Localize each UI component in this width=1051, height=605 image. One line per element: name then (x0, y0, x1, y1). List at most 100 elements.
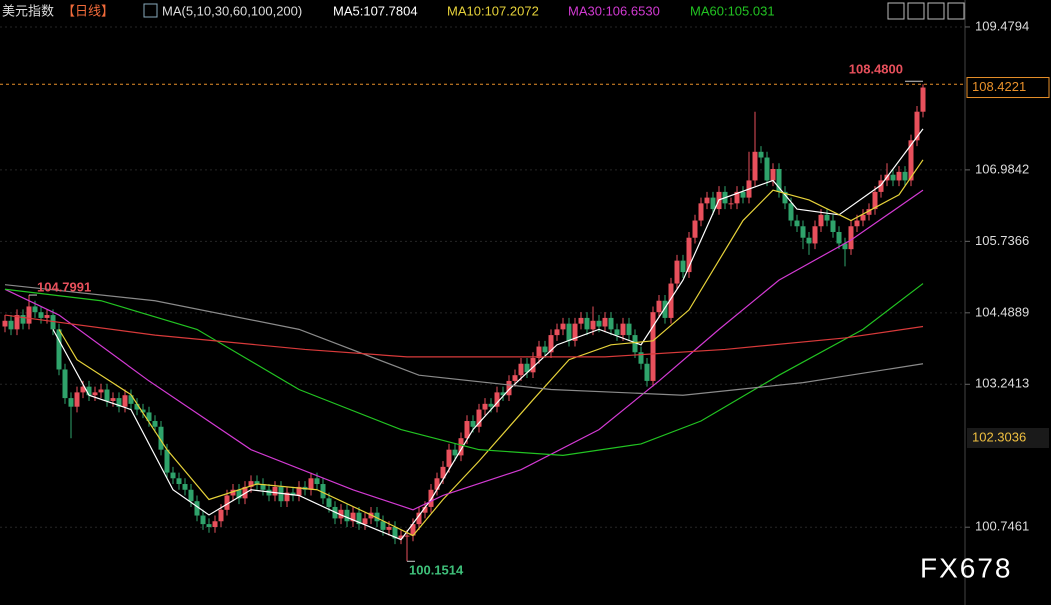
candle-body (134, 403, 140, 410)
candle-body (890, 174, 896, 181)
candle-body (668, 283, 674, 318)
candle-body (704, 197, 710, 204)
candle-body (824, 214, 830, 221)
candle-body (314, 478, 320, 485)
legend-entry: MA5:107.7804 (333, 3, 418, 18)
candle-body (494, 392, 500, 407)
candle-body (434, 478, 440, 490)
candle-body (452, 449, 458, 456)
candle-body (68, 398, 74, 407)
tool-icon[interactable] (907, 2, 925, 20)
candle-body (482, 403, 488, 410)
candle-body (158, 426, 164, 450)
candle-body (326, 498, 332, 507)
candle-body (308, 478, 314, 490)
candle-body (8, 320, 14, 330)
candle-body (806, 237, 812, 244)
last-price: 108.4221 (972, 79, 1026, 94)
low-label: 100.1514 (409, 563, 464, 578)
ma-line (4, 314, 924, 358)
candle-body (632, 335, 638, 353)
candle-body (14, 315, 20, 330)
candle-body (146, 412, 152, 422)
ma-line (52, 128, 924, 541)
candle-body (848, 226, 854, 250)
tool-icon[interactable] (887, 2, 905, 20)
candle-body (686, 237, 692, 273)
candle-body (74, 392, 80, 407)
candle-body (542, 346, 548, 353)
watermark: FX678 (920, 552, 1013, 583)
candle-body (32, 306, 38, 313)
candle-body (200, 515, 206, 525)
price-box (966, 77, 1050, 99)
candle-body (290, 492, 296, 496)
candle-body (830, 220, 836, 232)
y-tick-label: 104.4889 (975, 304, 1029, 319)
y-tick-label: 103.2413 (975, 376, 1029, 391)
candle-body (128, 395, 134, 404)
candle-body (836, 231, 842, 244)
toolbar (887, 2, 965, 20)
candle-body (644, 363, 650, 381)
candle-body (902, 171, 908, 181)
y-tick-label: 109.4794 (975, 18, 1029, 33)
candle-body (638, 352, 644, 364)
candle-body (764, 157, 770, 181)
candle-body (446, 449, 452, 467)
candle-body (566, 323, 572, 341)
candle-body (620, 323, 626, 336)
candle-body (278, 486, 284, 502)
candle-body (110, 398, 116, 401)
candle-body (62, 369, 68, 399)
candle-body (518, 363, 524, 376)
candle-body (800, 226, 806, 238)
candle-body (596, 320, 602, 327)
candle-body (92, 392, 98, 396)
candle-body (44, 315, 50, 318)
ma-line (58, 159, 924, 537)
candle-body (194, 501, 200, 516)
candle-body (164, 449, 170, 473)
candle-body (230, 489, 236, 496)
ma-line (4, 283, 924, 456)
candle-body (410, 524, 416, 536)
candle-body (674, 260, 680, 284)
legend-entry: MA10:107.2072 (447, 3, 539, 18)
candle-body (338, 509, 344, 519)
tool-icon[interactable] (947, 2, 965, 20)
candle-body (458, 438, 464, 456)
candle-body (182, 484, 188, 490)
candle-body (680, 260, 686, 273)
candle-body (218, 509, 224, 522)
candle-body (26, 306, 32, 324)
ma-label: MA(5,10,30,60,100,200) (162, 3, 302, 18)
candle-body (176, 478, 182, 485)
candle-body (626, 323, 632, 336)
candle-body (608, 317, 614, 330)
candle-body (140, 409, 146, 413)
candle-body (86, 386, 92, 396)
period[interactable]: 【日线】 (62, 3, 114, 18)
candle-body (590, 320, 596, 330)
candle-body (554, 329, 560, 336)
candle-body (80, 386, 86, 393)
candle-body (578, 317, 584, 324)
candle-body (260, 484, 266, 490)
candle-body (170, 472, 176, 479)
candle-body (776, 168, 782, 192)
candle-body (740, 191, 746, 198)
candle-body (266, 489, 272, 496)
candle-body (2, 320, 8, 327)
candle-body (584, 317, 590, 330)
candle-body (860, 214, 866, 221)
candle-body (422, 506, 428, 513)
tool-icon[interactable] (927, 2, 945, 20)
candle-body (728, 203, 734, 205)
candle-body (152, 421, 158, 427)
ma-icon (143, 3, 158, 18)
candle-body (248, 481, 254, 487)
candle-body (512, 375, 518, 381)
